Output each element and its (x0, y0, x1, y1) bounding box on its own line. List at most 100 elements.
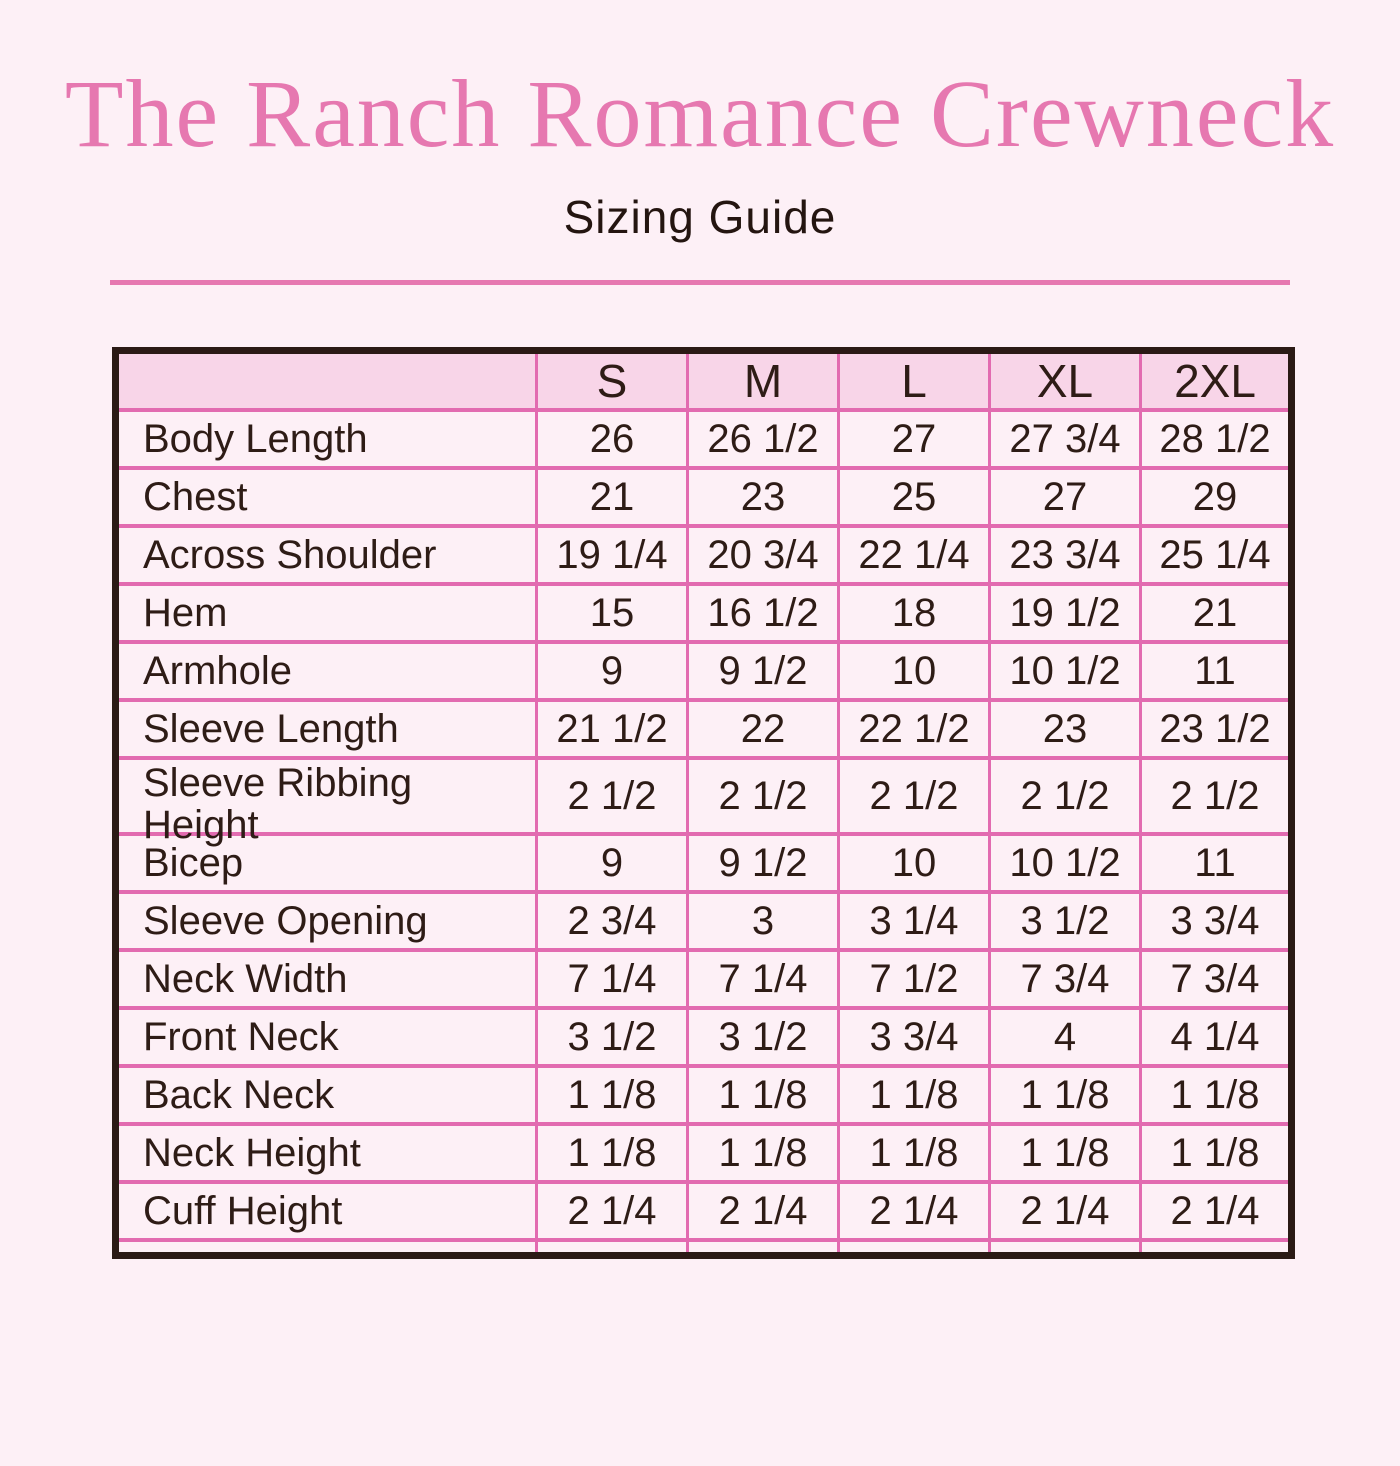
measurement-label: Back Neck (143, 1072, 335, 1117)
measurement-row: Cuff Height 2 1/4 2 1/4 2 1/4 2 1/4 2 1/4 (114, 1180, 1293, 1242)
measurement-label-cell: Neck Height (114, 1122, 538, 1184)
measurement-row: Sleeve Opening 2 3/4 3 3 1/4 3 1/2 3 3/4 (114, 890, 1293, 952)
size-value: 9 1/2 (686, 832, 840, 894)
title-divider (110, 280, 1290, 285)
size-value: 1 1/8 (686, 1064, 840, 1126)
size-value: 2 1/2 (686, 756, 840, 836)
spacer-cell (837, 1238, 991, 1258)
spacer-cell (988, 1238, 1142, 1258)
size-value: 2 1/4 (686, 1180, 840, 1242)
measurement-label: Hem (143, 590, 228, 635)
size-value: 23 1/2 (1139, 698, 1293, 760)
measurement-label-cell: Sleeve Ribbing Height (114, 756, 538, 846)
measurement-row: Sleeve Ribbing Height 2 1/2 2 1/2 2 1/2 2 1/… (114, 756, 1293, 846)
measurement-row: Armhole 9 9 1/2 10 10 1/2 11 (114, 640, 1293, 702)
measurement-label: Neck Width (143, 956, 348, 1001)
size-value: 10 1/2 (988, 640, 1142, 702)
product-title: The Ranch Romance Crewneck (64, 60, 1336, 167)
measurement-label: Sleeve Ribbing Height (143, 761, 413, 847)
size-value: 28 1/2 (1139, 408, 1293, 470)
size-value: 16 1/2 (686, 582, 840, 644)
measurement-label: Across Shoulder (143, 532, 437, 577)
size-column-header: 2XL (1139, 348, 1293, 412)
size-value: 3 1/4 (837, 890, 991, 952)
sizing-table-container: S M L XL 2XL Body Length 26 26 1/2 27 27 3/4 28 1… (112, 347, 1400, 1259)
measurement-label-cell: Hem (114, 582, 538, 644)
measurement-label: Front Neck (143, 1014, 339, 1059)
spacer-cell (686, 1238, 840, 1258)
size-value: 1 1/8 (535, 1064, 689, 1126)
size-value: 1 1/8 (988, 1122, 1142, 1184)
measurement-row: Body Length 26 26 1/2 27 27 3/4 28 1/2 (114, 408, 1293, 470)
size-value: 1 1/8 (686, 1122, 840, 1184)
size-value: 1 1/8 (988, 1064, 1142, 1126)
measurement-label-cell: Sleeve Length (114, 698, 538, 760)
size-column-header: M (686, 348, 840, 412)
size-value: 2 3/4 (535, 890, 689, 952)
measurement-row: Chest 21 23 25 27 29 (114, 466, 1293, 528)
measurement-label-cell: Back Neck (114, 1064, 538, 1126)
size-value: 9 (535, 832, 689, 894)
size-column-header: S (535, 348, 689, 412)
size-value: 7 1/4 (686, 948, 840, 1010)
size-value: 15 (535, 582, 689, 644)
measurement-label-cell: Sleeve Opening (114, 890, 538, 952)
size-value: 27 3/4 (988, 408, 1142, 470)
measurement-label-cell: Neck Width (114, 948, 538, 1010)
size-value: 25 (837, 466, 991, 528)
size-value: 4 1/4 (1139, 1006, 1293, 1068)
size-value: 7 3/4 (1139, 948, 1293, 1010)
size-value: 27 (988, 466, 1142, 528)
measurement-row: Bicep 9 9 1/2 10 10 1/2 11 (114, 832, 1293, 894)
spacer-cell (535, 1238, 689, 1258)
measurement-label-cell: Chest (114, 466, 538, 528)
measurement-label: Sleeve Length (143, 706, 399, 751)
size-value: 23 (686, 466, 840, 528)
size-value: 3 1/2 (988, 890, 1142, 952)
measurement-label-cell: Front Neck (114, 1006, 538, 1068)
size-value: 26 (535, 408, 689, 470)
size-value: 1 1/8 (1139, 1122, 1293, 1184)
size-value: 10 (837, 640, 991, 702)
size-value: 1 1/8 (837, 1064, 991, 1126)
measurement-label: Sleeve Opening (143, 898, 428, 943)
measurement-label-cell: Across Shoulder (114, 524, 538, 586)
size-value: 7 1/4 (535, 948, 689, 1010)
size-value: 3 (686, 890, 840, 952)
size-value: 26 1/2 (686, 408, 840, 470)
size-value: 2 1/4 (535, 1180, 689, 1242)
size-value: 23 (988, 698, 1142, 760)
size-value: 29 (1139, 466, 1293, 528)
size-value: 3 1/2 (686, 1006, 840, 1068)
measurement-row: Across Shoulder 19 1/4 20 3/4 22 1/4 23 3/4 2… (114, 524, 1293, 586)
size-value: 25 1/4 (1139, 524, 1293, 586)
size-value: 2 1/2 (535, 756, 689, 836)
size-value: 7 3/4 (988, 948, 1142, 1010)
measurement-label-cell: Armhole (114, 640, 538, 702)
measurement-label-cell: Bicep (114, 832, 538, 894)
measurement-label: Armhole (143, 648, 292, 693)
measurement-row: Hem 15 16 1/2 18 19 1/2 21 (114, 582, 1293, 644)
size-value: 9 (535, 640, 689, 702)
measurement-label-cell: Cuff Height (114, 1180, 538, 1242)
size-value: 19 1/4 (535, 524, 689, 586)
size-value: 22 (686, 698, 840, 760)
size-value: 3 3/4 (837, 1006, 991, 1068)
size-value: 2 1/4 (837, 1180, 991, 1242)
size-value: 3 3/4 (1139, 890, 1293, 952)
measurement-label: Chest (143, 474, 248, 519)
size-value: 1 1/8 (1139, 1064, 1293, 1126)
measurement-row: Front Neck 3 1/2 3 1/2 3 3/4 4 4 1/4 (114, 1006, 1293, 1068)
size-value: 11 (1139, 640, 1293, 702)
size-value: 2 1/2 (837, 756, 991, 836)
sizing-table: S M L XL 2XL Body Length 26 26 1/2 27 27 3/4 28 1… (112, 347, 1295, 1259)
size-value: 2 1/2 (1139, 756, 1293, 836)
size-value: 21 (535, 466, 689, 528)
sizing-guide-subtitle: Sizing Guide (563, 191, 837, 243)
size-value: 10 (837, 832, 991, 894)
size-column-header: XL (988, 348, 1142, 412)
size-value: 2 1/4 (988, 1180, 1142, 1242)
size-value: 3 1/2 (535, 1006, 689, 1068)
size-header-row: S M L XL 2XL (114, 348, 1293, 412)
size-value: 22 1/4 (837, 524, 991, 586)
